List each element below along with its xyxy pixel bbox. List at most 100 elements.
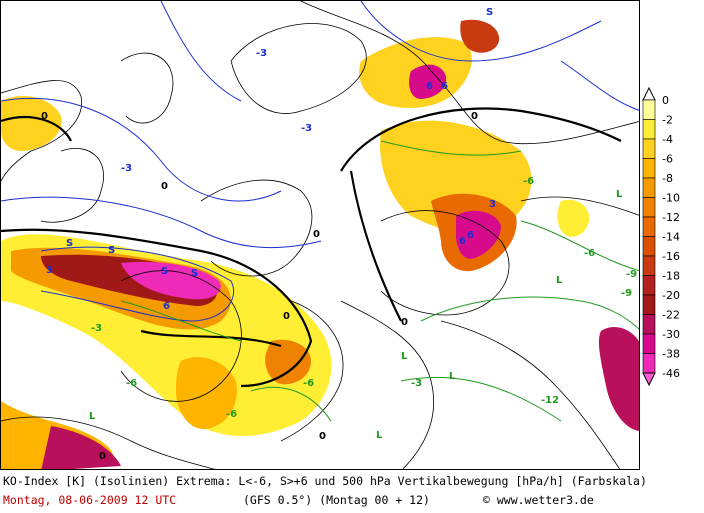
- vertical-motion-shading: [121, 261, 221, 300]
- vertical-motion-shading: [456, 210, 501, 259]
- scale-swatch: [642, 255, 656, 276]
- color-scale-legend: 0 -2 -4 -6 -8 -10 -12 -14 -16 -18 -20 -22 -30 -38 -46: [640, 86, 704, 387]
- extremum-marker-s: S: [108, 245, 115, 256]
- vertical-motion-shading: [265, 339, 311, 385]
- ko-index-isoline-negative: [520, 220, 639, 271]
- vertical-motion-shading: [409, 64, 447, 99]
- scale-tick-label: -16: [662, 250, 680, 263]
- scale-tick-label: -2: [662, 114, 673, 127]
- vertical-motion-shading: [41, 426, 121, 469]
- vertical-motion-shading: [598, 327, 639, 431]
- caption-model-run: (GFS 0.5°) (Montag 00 + 12): [243, 493, 430, 507]
- ko-index-isoline-positive: [40, 246, 234, 322]
- isoline-label-positive: -3: [121, 163, 132, 174]
- scale-swatch: [642, 99, 656, 120]
- isoline-label-positive: 6: [426, 81, 433, 92]
- isoline-label-positive: 6: [441, 81, 448, 92]
- extremum-marker-l: L: [449, 371, 456, 382]
- caption-credit: © www.wetter3.de: [483, 493, 594, 507]
- ko-index-isoline-negative: [120, 300, 242, 342]
- extremum-marker-l: L: [376, 430, 383, 441]
- scale-swatch: [642, 158, 656, 179]
- ko-index-isoline-positive: [1, 196, 322, 249]
- ko-index-isoline-zero: [340, 107, 622, 172]
- isoline-label-negative: -6: [523, 176, 534, 187]
- isoline-label-zero: 0: [161, 181, 168, 192]
- weather-map: -3 -3 -3 3 6 6 6 3 6 6 0 0 0 0 0 0 0 0 -3 -6 -6 -6 -9 -6 -3 -6 -12…: [0, 0, 640, 470]
- isoline-label-negative: -6: [303, 378, 314, 389]
- scale-swatch: [642, 314, 656, 335]
- scale-arrow-top: [642, 86, 656, 101]
- scale-swatch: [642, 333, 656, 354]
- extremum-marker-l: L: [401, 351, 408, 362]
- isoline-label-positive: -3: [301, 123, 312, 134]
- scale-swatch: [642, 275, 656, 296]
- isoline-label-negative: -6: [226, 409, 237, 420]
- isoline-label-positive: 3: [46, 265, 53, 276]
- scale-tick-label: -18: [662, 270, 680, 283]
- scale-arrow-bottom: [642, 372, 656, 387]
- scale-tick-label: 0: [662, 94, 669, 107]
- scale-tick-label: -46: [662, 367, 680, 380]
- ko-index-isoline-zero: [1, 116, 72, 142]
- scale-tick-label: -12: [662, 211, 680, 224]
- scale-tick-label: -8: [662, 172, 673, 185]
- extremum-marker-s: S: [161, 266, 168, 277]
- scale-tick-label: -4: [662, 133, 673, 146]
- extremum-marker-l: L: [89, 411, 96, 422]
- scale-tick-label: -14: [662, 231, 680, 244]
- extremum-marker-s: S: [191, 268, 198, 279]
- ko-index-isoline-zero: [349, 170, 402, 322]
- isoline-label-negative: -6: [584, 248, 595, 259]
- map-caption: KO-Index [K] (Isolinien) Extrema: L<-6, …: [0, 472, 647, 513]
- caption-date: Montag, 08-06-2009 12 UTC: [3, 493, 177, 507]
- isoline-label-negative: -6: [126, 378, 137, 389]
- isoline-label-zero: 0: [401, 317, 408, 328]
- coastlines: [1, 1, 639, 469]
- scale-tick-label: -30: [662, 328, 680, 341]
- isoline-label-positive: 6: [163, 301, 170, 312]
- scale-swatch: [642, 353, 656, 374]
- ko-index-isoline-negative: [380, 140, 522, 156]
- ko-index-isoline-positive: [560, 60, 639, 111]
- isoline-label-negative: -9: [621, 288, 632, 299]
- ko-index-isoline-positive: [1, 98, 282, 202]
- ko-index-isoline-positive: [360, 1, 602, 62]
- scale-swatch: [642, 236, 656, 257]
- vertical-motion-shading: [1, 96, 62, 151]
- vertical-motion-shading: [176, 357, 237, 430]
- isoline-label-zero: 0: [283, 311, 290, 322]
- isoline-label-positive: -3: [256, 48, 267, 59]
- extremum-marker-s: S: [486, 7, 493, 18]
- scale-tick-label: -6: [662, 153, 673, 166]
- vertical-motion-shading: [460, 19, 500, 53]
- isoline-label-negative: -3: [411, 378, 422, 389]
- isoline-label-zero: 0: [319, 431, 326, 442]
- scale-tick-label: -22: [662, 309, 680, 322]
- isoline-label-negative: -9: [626, 269, 637, 280]
- scale-swatch: [642, 138, 656, 159]
- ko-index-isoline-negative: [250, 386, 332, 422]
- isoline-label-zero: 0: [99, 451, 106, 462]
- isoline-label-zero: 0: [471, 111, 478, 122]
- ko-index-isoline-zero: [140, 329, 282, 348]
- isoline-label-zero: 0: [313, 229, 320, 240]
- scale-swatch: [642, 294, 656, 315]
- ko-index-isoline-negative: [420, 296, 639, 330]
- scale-tick-label: -20: [662, 289, 680, 302]
- isoline-label-zero: 0: [41, 111, 48, 122]
- scale-swatch: [642, 119, 656, 140]
- color-scale-bar: 0 -2 -4 -6 -8 -10 -12 -14 -16 -18 -20 -22 -30 -38 -46: [642, 86, 680, 387]
- isoline-label-positive: 3: [489, 199, 496, 210]
- isoline-label-negative: -3: [91, 323, 102, 334]
- isoline-label-positive: 6: [467, 230, 474, 241]
- caption-description: KO-Index [K] (Isolinien) Extrema: L<-6, …: [3, 474, 647, 488]
- vertical-motion-shading: [557, 199, 590, 237]
- extremum-marker-l: L: [556, 275, 563, 286]
- isoline-label-positive: 6: [459, 236, 466, 247]
- ko-index-isoline-negative: [400, 376, 562, 422]
- scale-swatch: [642, 197, 656, 218]
- scale-tick-label: -10: [662, 192, 680, 205]
